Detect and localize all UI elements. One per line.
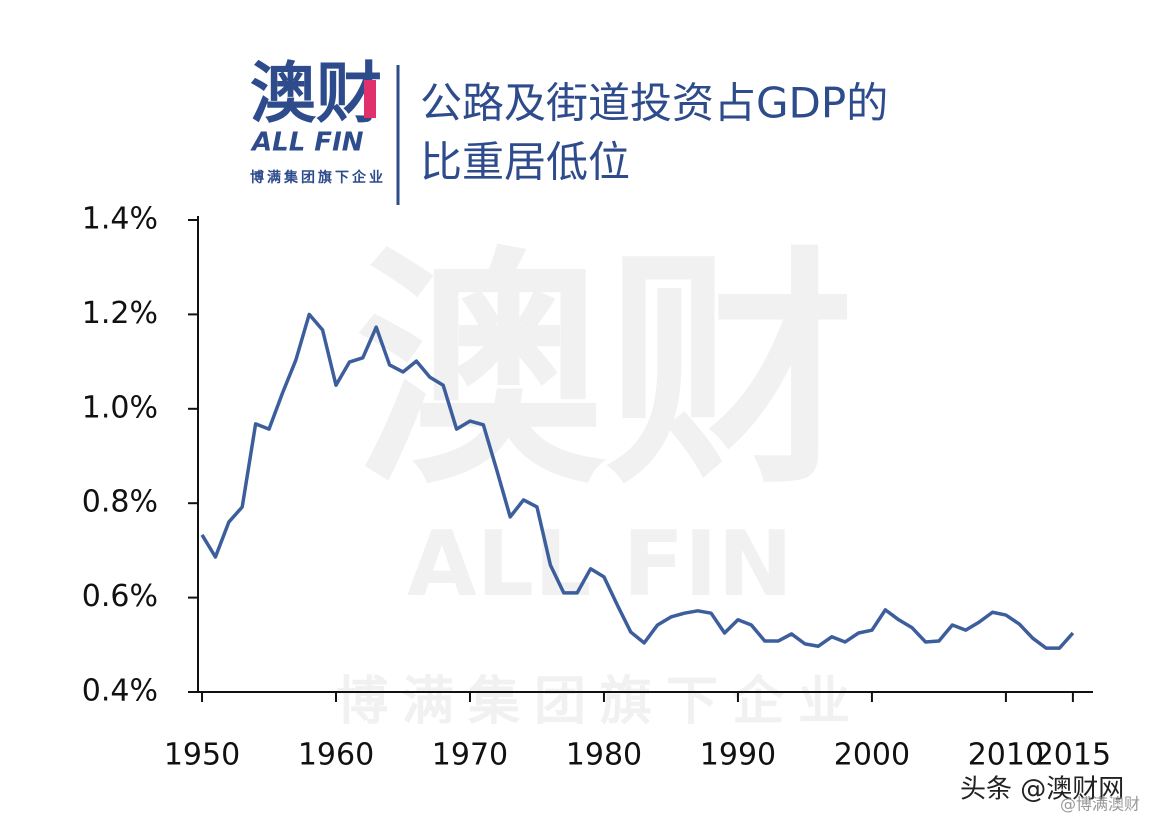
x-tick-label: 2000: [834, 738, 910, 773]
logo-tagline: 博满集团旗下企业: [250, 169, 386, 186]
x-tick-label: 1960: [298, 738, 374, 773]
watermark-name: ALL FIN: [407, 512, 793, 617]
logo-mark: 澳财: [250, 55, 382, 132]
x-tick-label: 1950: [164, 738, 240, 773]
x-tick-label: 2015: [1035, 738, 1111, 773]
x-tick-label: 1980: [566, 738, 642, 773]
credit-handle: @博满澳财: [1060, 795, 1140, 814]
watermark-mark: 澳财: [355, 226, 855, 517]
credit-source: 头条 @澳财网: [960, 775, 1124, 805]
watermark-tagline: 博满集团旗下企业: [336, 672, 864, 732]
logo-name: ALL FIN: [250, 128, 364, 158]
y-tick-label: 0.6%: [82, 579, 158, 614]
x-tick-label: 2010: [968, 738, 1044, 773]
chart-title: 公路及街道投资占GDP的: [420, 79, 888, 128]
y-tick-label: 0.4%: [82, 674, 158, 709]
logo-accent: [364, 80, 376, 118]
data-line: [200, 312, 1075, 650]
x-tick-label: 1990: [700, 738, 776, 773]
y-tick-label: 1.2%: [82, 296, 158, 331]
x-tick-label: 1970: [432, 738, 508, 773]
y-tick-label: 1.0%: [82, 390, 158, 425]
y-tick-label: 1.4%: [82, 202, 158, 237]
y-tick-label: 0.8%: [82, 485, 158, 520]
watermark: 澳财 ALL FIN 博满集团旗下企业: [336, 226, 864, 732]
chart-title: 比重居低位: [420, 138, 630, 187]
